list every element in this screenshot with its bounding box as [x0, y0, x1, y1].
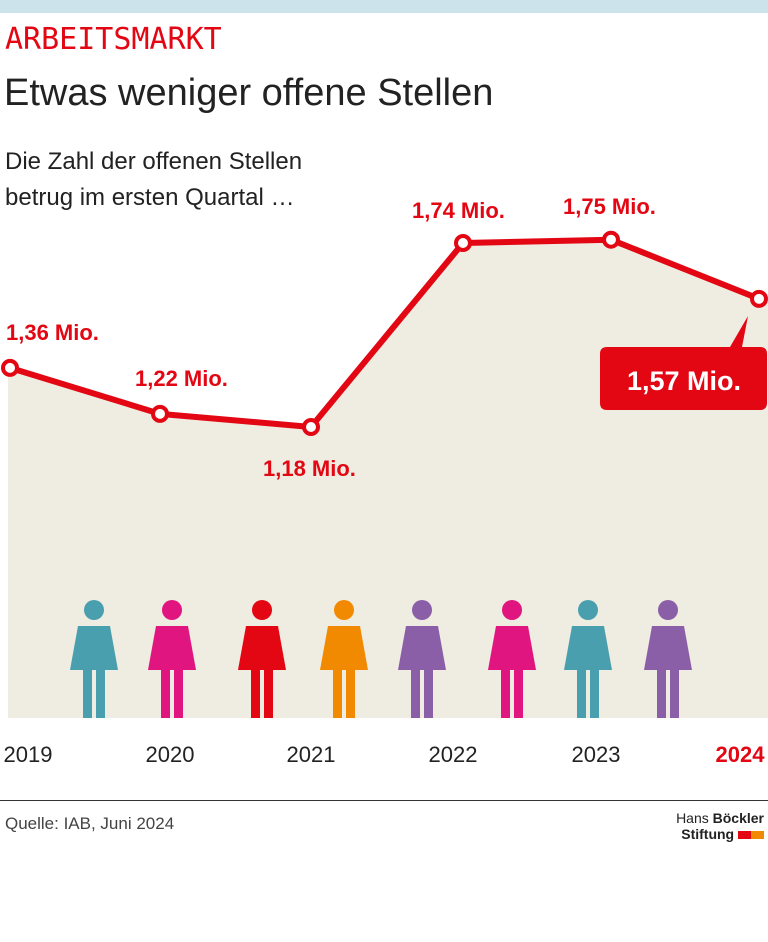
data-label-highlight: 1,57 Mio. [627, 366, 741, 396]
data-point [302, 418, 320, 436]
data-point [750, 289, 768, 308]
call-center-headset-icon [320, 600, 368, 718]
subtitle: Die Zahl der offenen Stellen betrug im e… [5, 144, 302, 216]
logo-text: Hans [676, 810, 709, 826]
man-icon [564, 600, 612, 718]
x-tick-label: 2022 [429, 742, 478, 767]
worker-helmet-icon [70, 600, 118, 718]
woman-icon [398, 600, 446, 718]
x-tick-label: 2020 [146, 742, 195, 767]
businessman-briefcase-icon [238, 600, 286, 718]
area-fill [8, 239, 768, 718]
data-point [151, 404, 169, 423]
data-point [602, 230, 620, 249]
x-tick-label: 2021 [287, 742, 336, 767]
data-label: 1,18 Mio. [263, 456, 356, 481]
line-chart: 1,36 Mio. 1,22 Mio. 1,18 Mio. 1,74 Mio. 1,75… [1, 194, 768, 767]
subtitle-line: Die Zahl der offenen Stellen [5, 148, 303, 175]
source: Quelle: IAB, Juni 2024 [5, 814, 175, 833]
data-label: 1,22 Mio. [135, 366, 228, 391]
kicker: ARBEITSMARKT [5, 22, 222, 57]
hans-boeckler-logo: Hans Böckler Stiftung [676, 810, 764, 842]
data-label: 1,74 Mio. [412, 198, 505, 223]
top-bar [0, 0, 768, 13]
data-point [454, 233, 472, 252]
x-tick-label: 2023 [572, 742, 621, 767]
page-title: Etwas weniger offene Stellen [4, 72, 494, 114]
data-point [1, 358, 19, 377]
mechanic-wrench-icon [644, 600, 692, 718]
subtitle-line: betrug im ersten Quartal … [5, 184, 295, 211]
divider [0, 800, 768, 801]
x-tick-label: 2024 [716, 742, 766, 767]
data-label: 1,36 Mio. [6, 320, 99, 345]
x-tick-label: 2019 [4, 742, 53, 767]
logo-text: Stiftung [681, 826, 735, 842]
highlight-callout [600, 316, 767, 410]
chef-icon [488, 600, 536, 718]
woman-waving-icon [148, 600, 196, 718]
series-line [9, 236, 761, 430]
logo-text: Böckler [712, 810, 764, 826]
data-label: 1,75 Mio. [563, 194, 656, 219]
